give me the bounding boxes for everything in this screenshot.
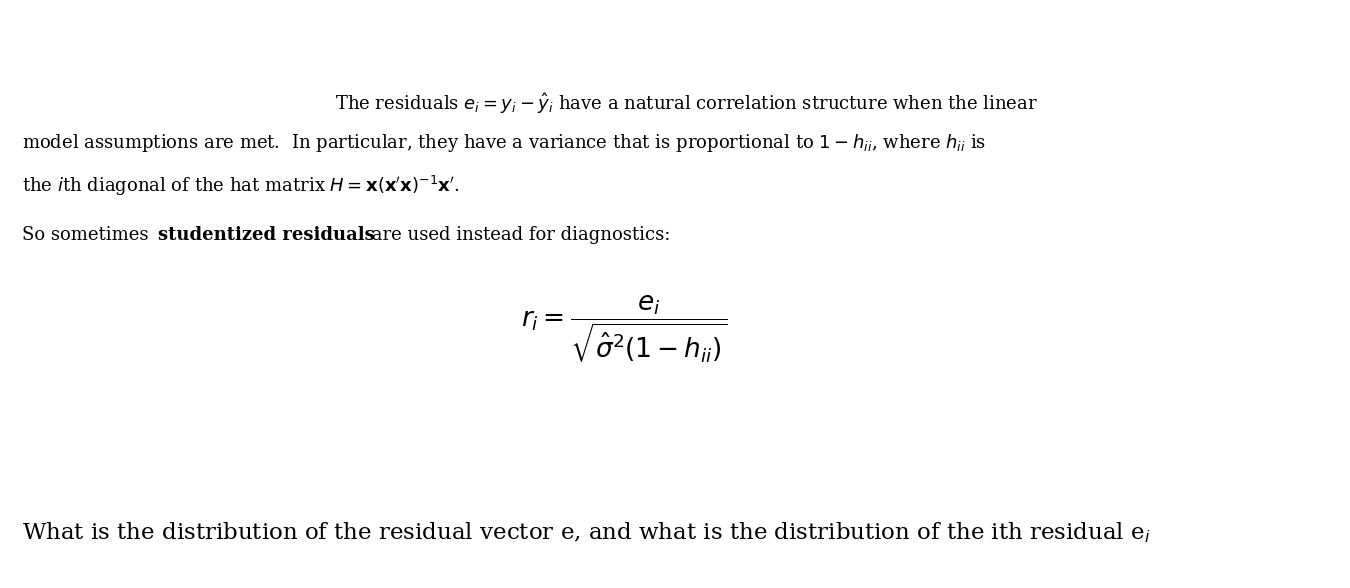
Text: studentized residuals: studentized residuals [158, 226, 375, 245]
Text: the $i$th diagonal of the hat matrix $H = \mathbf{x}(\mathbf{x}'\mathbf{x})^{-1}: the $i$th diagonal of the hat matrix $H … [23, 173, 460, 198]
Text: What is the distribution of the residual vector e, and what is the distribution : What is the distribution of the residual… [23, 520, 1152, 545]
Text: The residuals $e_i = y_i - \hat{y}_i$ have a natural correlation structure when : The residuals $e_i = y_i - \hat{y}_i$ ha… [335, 91, 1037, 116]
Text: So sometimes: So sometimes [23, 226, 155, 245]
Text: model assumptions are met.  In particular, they have a variance that is proporti: model assumptions are met. In particular… [23, 132, 987, 154]
Text: are used instead for diagnostics:: are used instead for diagnostics: [366, 226, 670, 245]
Text: $r_i = \dfrac{e_i}{\sqrt{\hat{\sigma}^2(1 - h_{ii})}}$: $r_i = \dfrac{e_i}{\sqrt{\hat{\sigma}^2(… [521, 294, 728, 365]
